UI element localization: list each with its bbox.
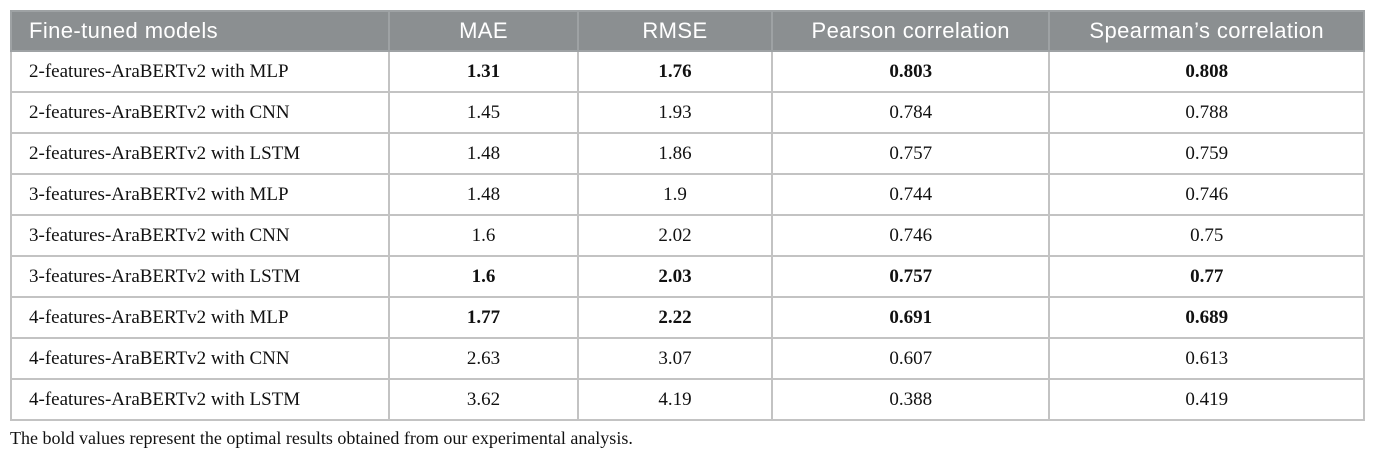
rmse-value-cell: 3.07 bbox=[576, 337, 774, 380]
column-header-mae: MAE bbox=[388, 10, 579, 52]
model-name-cell: 2-features-AraBERTv2 with LSTM bbox=[9, 132, 391, 175]
rmse-value-cell: 4.19 bbox=[576, 378, 774, 421]
table-row: 2-features-AraBERTv2 with MLP 1.31 1.76 … bbox=[9, 50, 1365, 93]
pearson-value-cell: 0.784 bbox=[771, 91, 1051, 134]
rmse-value-cell: 1.76 bbox=[576, 50, 774, 93]
spearman-value-cell: 0.746 bbox=[1048, 173, 1365, 216]
table-row: 2-features-AraBERTv2 with LSTM 1.48 1.86… bbox=[9, 132, 1365, 175]
model-name-cell: 4-features-AraBERTv2 with CNN bbox=[9, 337, 391, 380]
pearson-value-cell: 0.691 bbox=[771, 296, 1051, 339]
pearson-value-cell: 0.757 bbox=[771, 132, 1051, 175]
model-name-cell: 3-features-AraBERTv2 with CNN bbox=[9, 214, 391, 257]
rmse-value-cell: 1.9 bbox=[576, 173, 774, 216]
table-body: 2-features-AraBERTv2 with MLP 1.31 1.76 … bbox=[9, 50, 1365, 421]
spearman-value-cell: 0.419 bbox=[1048, 378, 1365, 421]
table-row: 3-features-AraBERTv2 with CNN 1.6 2.02 0… bbox=[9, 214, 1365, 257]
spearman-value-cell: 0.689 bbox=[1048, 296, 1365, 339]
spearman-value-cell: 0.613 bbox=[1048, 337, 1365, 380]
column-header-models: Fine-tuned models bbox=[9, 10, 391, 52]
mae-value-cell: 1.6 bbox=[388, 255, 579, 298]
pearson-value-cell: 0.388 bbox=[771, 378, 1051, 421]
model-name-cell: 3-features-AraBERTv2 with LSTM bbox=[9, 255, 391, 298]
table-header: Fine-tuned models MAE RMSE Pearson corre… bbox=[9, 10, 1365, 52]
mae-value-cell: 1.48 bbox=[388, 132, 579, 175]
pearson-value-cell: 0.757 bbox=[771, 255, 1051, 298]
spearman-value-cell: 0.759 bbox=[1048, 132, 1365, 175]
mae-value-cell: 1.48 bbox=[388, 173, 579, 216]
column-header-pearson: Pearson correlation bbox=[771, 10, 1051, 52]
table-row: 3-features-AraBERTv2 with LSTM 1.6 2.03 … bbox=[9, 255, 1365, 298]
table-row: 4-features-AraBERTv2 with CNN 2.63 3.07 … bbox=[9, 337, 1365, 380]
table-row: 4-features-AraBERTv2 with LSTM 3.62 4.19… bbox=[9, 378, 1365, 421]
model-name-cell: 4-features-AraBERTv2 with MLP bbox=[9, 296, 391, 339]
results-table: Fine-tuned models MAE RMSE Pearson corre… bbox=[9, 10, 1365, 421]
header-row: Fine-tuned models MAE RMSE Pearson corre… bbox=[9, 10, 1365, 52]
rmse-value-cell: 2.02 bbox=[576, 214, 774, 257]
pearson-value-cell: 0.607 bbox=[771, 337, 1051, 380]
column-header-spearman: Spearman’s correlation bbox=[1048, 10, 1365, 52]
model-name-cell: 2-features-AraBERTv2 with MLP bbox=[9, 50, 391, 93]
pearson-value-cell: 0.744 bbox=[771, 173, 1051, 216]
mae-value-cell: 1.31 bbox=[388, 50, 579, 93]
mae-value-cell: 1.6 bbox=[388, 214, 579, 257]
table-row: 2-features-AraBERTv2 with CNN 1.45 1.93 … bbox=[9, 91, 1365, 134]
spearman-value-cell: 0.77 bbox=[1048, 255, 1365, 298]
mae-value-cell: 3.62 bbox=[388, 378, 579, 421]
pearson-value-cell: 0.746 bbox=[771, 214, 1051, 257]
model-name-cell: 3-features-AraBERTv2 with MLP bbox=[9, 173, 391, 216]
mae-value-cell: 2.63 bbox=[388, 337, 579, 380]
spearman-value-cell: 0.788 bbox=[1048, 91, 1365, 134]
model-name-cell: 2-features-AraBERTv2 with CNN bbox=[9, 91, 391, 134]
table-footnote: The bold values represent the optimal re… bbox=[10, 428, 633, 448]
page: Fine-tuned models MAE RMSE Pearson corre… bbox=[9, 10, 1365, 448]
spearman-value-cell: 0.75 bbox=[1048, 214, 1365, 257]
table-row: 3-features-AraBERTv2 with MLP 1.48 1.9 0… bbox=[9, 173, 1365, 216]
mae-value-cell: 1.45 bbox=[388, 91, 579, 134]
table-row: 4-features-AraBERTv2 with MLP 1.77 2.22 … bbox=[9, 296, 1365, 339]
pearson-value-cell: 0.803 bbox=[771, 50, 1051, 93]
rmse-value-cell: 2.22 bbox=[576, 296, 774, 339]
column-header-rmse: RMSE bbox=[576, 10, 774, 52]
spearman-value-cell: 0.808 bbox=[1048, 50, 1365, 93]
rmse-value-cell: 2.03 bbox=[576, 255, 774, 298]
rmse-value-cell: 1.86 bbox=[576, 132, 774, 175]
model-name-cell: 4-features-AraBERTv2 with LSTM bbox=[9, 378, 391, 421]
mae-value-cell: 1.77 bbox=[388, 296, 579, 339]
rmse-value-cell: 1.93 bbox=[576, 91, 774, 134]
